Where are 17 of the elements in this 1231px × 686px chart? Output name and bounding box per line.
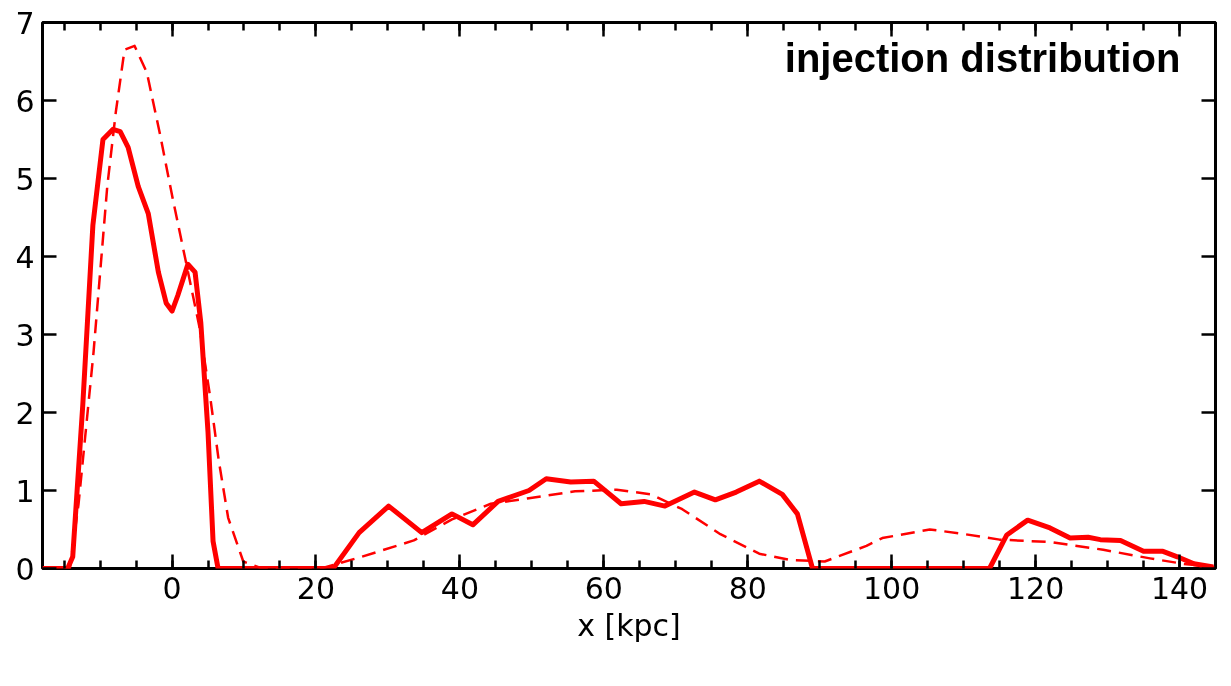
y-tick-label: 4	[15, 239, 35, 275]
y-tick-label: 2	[15, 395, 35, 431]
x-tick-label: 40	[440, 570, 479, 606]
x-tick-label: 100	[863, 570, 921, 606]
x-axis-title: x [kpc]	[577, 607, 681, 643]
x-tick-label: 20	[296, 570, 336, 606]
x-tick-label: 60	[584, 570, 623, 606]
y-tick-label: 5	[15, 161, 35, 197]
y-tick-label: 6	[15, 83, 35, 119]
annotation: injection distribution	[784, 35, 1181, 80]
y-tick-label: 3	[15, 317, 35, 353]
x-tick-label: 140	[1150, 570, 1209, 606]
y-tick-label: 7	[15, 5, 35, 41]
x-tick-label: 120	[1006, 570, 1065, 606]
y-tick-label: 1	[15, 473, 35, 509]
x-tick-label: 80	[728, 570, 767, 606]
x-tick-label: 0	[162, 570, 182, 606]
